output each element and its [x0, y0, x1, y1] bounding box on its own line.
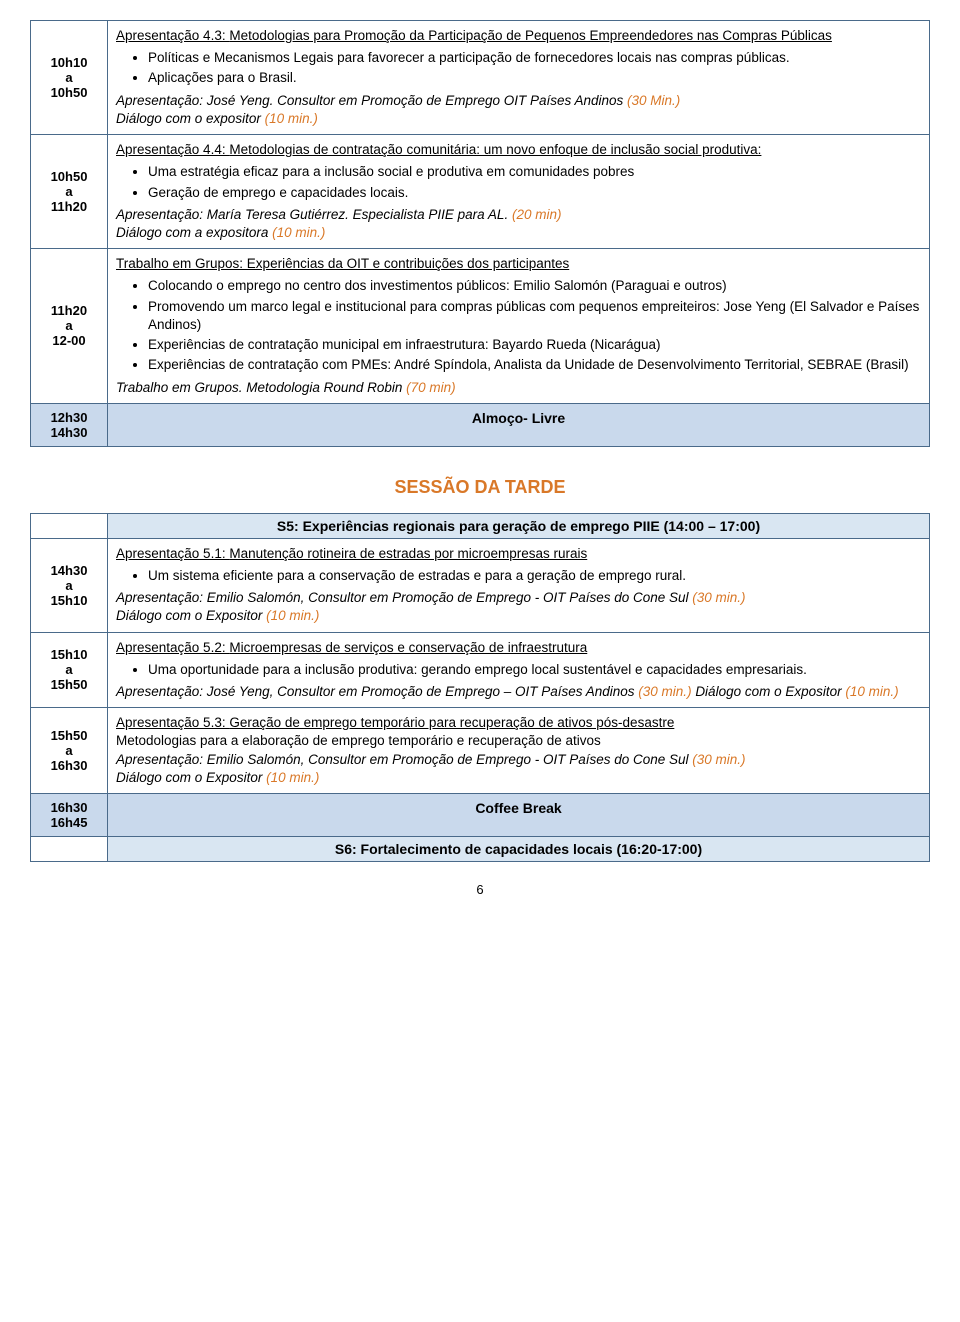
list-item: Um sistema eficiente para a conservação … [148, 567, 921, 585]
content-cell: Apresentação 4.4: Metodologias de contra… [108, 135, 930, 249]
list-item: Geração de emprego e capacidades locais. [148, 184, 921, 202]
bullet-list: Uma estratégia eficaz para a inclusão so… [116, 163, 921, 201]
group-title: Trabalho em Grupos: Experiências da OIT … [116, 256, 569, 271]
bullet-list: Políticas e Mecanismos Legais para favor… [116, 49, 921, 87]
coffee-label: Coffee Break [108, 794, 930, 837]
time-cell: 14h30 a 15h10 [31, 538, 108, 632]
time-text: 14h30 a 15h10 [51, 563, 88, 608]
content-cell: Apresentação 5.3: Geração de emprego tem… [108, 708, 930, 794]
bullet-list: Uma oportunidade para a inclusão produti… [116, 661, 921, 679]
table-row: 15h50 a 16h30 Apresentação 5.3: Geração … [31, 708, 930, 794]
dialog-line: Diálogo com o expositor (10 min.) [116, 111, 318, 126]
bullet-list: Um sistema eficiente para a conservação … [116, 567, 921, 585]
presentation-title: Apresentação 5.1: Manutenção rotineira d… [116, 546, 587, 561]
session-header-row: S5: Experiências regionais para geração … [31, 513, 930, 538]
content-cell: Apresentação 5.2: Microempresas de servi… [108, 632, 930, 708]
lunch-row: 12h30 14h30 Almoço- Livre [31, 403, 930, 446]
time-cell: 15h50 a 16h30 [31, 708, 108, 794]
list-item: Colocando o emprego no centro dos invest… [148, 277, 921, 295]
empty-time [31, 513, 108, 538]
presentation-title: Apresentação 5.3: Geração de emprego tem… [116, 715, 674, 730]
presenter-line: Apresentação: José Yeng, Consultor em Pr… [116, 684, 899, 699]
time-text: 12h30 14h30 [51, 410, 88, 440]
afternoon-title: SESSÃO DA TARDE [30, 477, 930, 498]
table-row: 14h30 a 15h10 Apresentação 5.1: Manutenç… [31, 538, 930, 632]
plain-text: Metodologias para a elaboração de empreg… [116, 733, 601, 748]
presenter-line: Apresentação: Emilio Salomón, Consultor … [116, 590, 746, 605]
list-item: Promovendo um marco legal e instituciona… [148, 298, 921, 334]
empty-time [31, 837, 108, 862]
time-cell: 16h30 16h45 [31, 794, 108, 837]
dialog-line: Diálogo com o Expositor (10 min.) [116, 608, 319, 623]
s6-header: S6: Fortalecimento de capacidades locais… [108, 837, 930, 862]
time-text: 15h50 a 16h30 [51, 728, 88, 773]
coffee-row: 16h30 16h45 Coffee Break [31, 794, 930, 837]
table-row: 10h10 a 10h50 Apresentação 4.3: Metodolo… [31, 21, 930, 135]
list-item: Experiências de contratação com PMEs: An… [148, 356, 921, 374]
content-cell: Trabalho em Grupos: Experiências da OIT … [108, 249, 930, 404]
time-text: 10h50 a 11h20 [51, 169, 88, 214]
list-item: Experiências de contratação municipal em… [148, 336, 921, 354]
page-number: 6 [30, 882, 930, 897]
table-row: 15h10 a 15h50 Apresentação 5.2: Microemp… [31, 632, 930, 708]
lunch-label: Almoço- Livre [108, 403, 930, 446]
time-text: 11h20 a 12-00 [51, 303, 87, 348]
time-cell: 12h30 14h30 [31, 403, 108, 446]
time-cell: 11h20 a 12-00 [31, 249, 108, 404]
bullet-list: Colocando o emprego no centro dos invest… [116, 277, 921, 374]
afternoon-table: S5: Experiências regionais para geração … [30, 513, 930, 862]
presentation-title: Apresentação 5.2: Microempresas de servi… [116, 640, 587, 655]
presenter-line: Apresentação: María Teresa Gutiérrez. Es… [116, 207, 561, 222]
s5-header: S5: Experiências regionais para geração … [108, 513, 930, 538]
time-text: 10h10 a 10h50 [51, 55, 88, 100]
time-text: 16h30 16h45 [51, 800, 88, 830]
footer-line: Trabalho em Grupos. Metodologia Round Ro… [116, 380, 456, 395]
presentation-title: Apresentação 4.4: Metodologias de contra… [116, 142, 761, 157]
time-cell: 15h10 a 15h50 [31, 632, 108, 708]
list-item: Aplicações para o Brasil. [148, 69, 921, 87]
session-header-row: S6: Fortalecimento de capacidades locais… [31, 837, 930, 862]
time-cell: 10h10 a 10h50 [31, 21, 108, 135]
list-item: Uma estratégia eficaz para a inclusão so… [148, 163, 921, 181]
time-text: 15h10 a 15h50 [51, 647, 88, 692]
presenter-line: Apresentação: José Yeng. Consultor em Pr… [116, 93, 680, 108]
morning-table: 10h10 a 10h50 Apresentação 4.3: Metodolo… [30, 20, 930, 447]
dialog-line: Diálogo com o Expositor (10 min.) [116, 770, 319, 785]
presenter-line: Apresentação: Emilio Salomón, Consultor … [116, 752, 746, 767]
content-cell: Apresentação 4.3: Metodologias para Prom… [108, 21, 930, 135]
table-row: 11h20 a 12-00 Trabalho em Grupos: Experi… [31, 249, 930, 404]
list-item: Políticas e Mecanismos Legais para favor… [148, 49, 921, 67]
dialog-line: Diálogo com a expositora (10 min.) [116, 225, 325, 240]
table-row: 10h50 a 11h20 Apresentação 4.4: Metodolo… [31, 135, 930, 249]
time-cell: 10h50 a 11h20 [31, 135, 108, 249]
content-cell: Apresentação 5.1: Manutenção rotineira d… [108, 538, 930, 632]
list-item: Uma oportunidade para a inclusão produti… [148, 661, 921, 679]
presentation-title: Apresentação 4.3: Metodologias para Prom… [116, 28, 832, 43]
